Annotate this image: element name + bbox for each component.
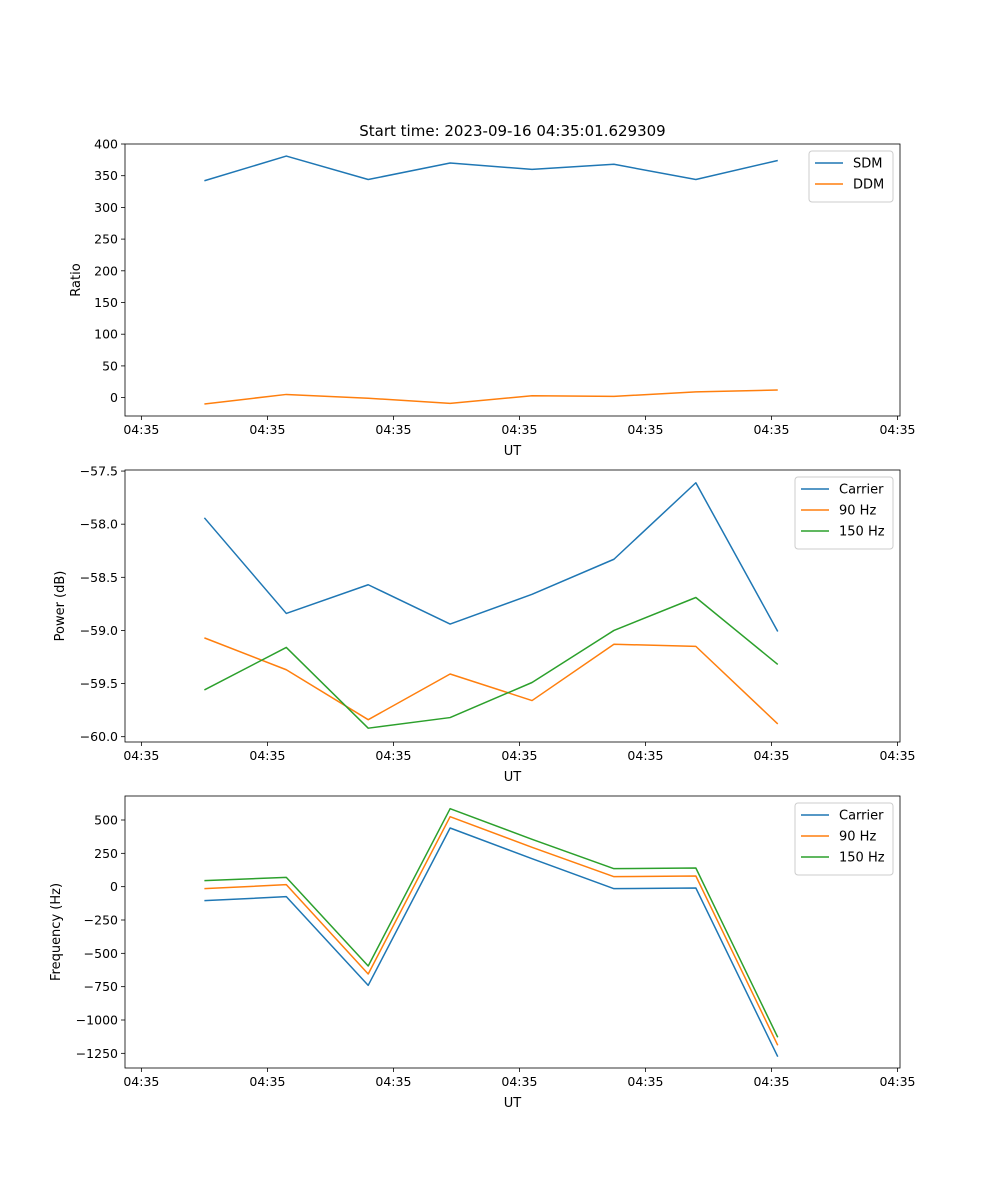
subplot-1: 04:3504:3504:3504:3504:3504:3504:3504:36… — [69, 137, 915, 460]
series-line-150-hz — [204, 596, 779, 729]
x-axis-label: UT — [504, 1096, 522, 1111]
x-tick-label: 04:35 — [249, 422, 285, 437]
x-axis-label: UT — [504, 444, 522, 459]
y-tick-label: 250 — [94, 232, 118, 247]
series-line-90-hz — [204, 815, 779, 1046]
y-axis-label: Power (dB) — [53, 571, 68, 642]
series-line-carrier — [203, 482, 779, 632]
y-tick-label: 350 — [94, 168, 118, 183]
legend-label: DDM — [853, 178, 884, 193]
x-tick-label: 04:35 — [879, 1074, 915, 1089]
y-tick-label: 0 — [110, 879, 118, 894]
legend-label: 150 Hz — [839, 851, 885, 866]
y-tick-label: 200 — [94, 263, 118, 278]
legend-label: 90 Hz — [839, 830, 876, 845]
x-tick-label: 04:35 — [249, 1074, 285, 1089]
legend-label: Carrier — [839, 483, 884, 498]
y-tick-label: 400 — [94, 137, 118, 152]
legend: Carrier 90 Hz 150 Hz — [794, 802, 894, 876]
x-tick-label: 04:35 — [123, 748, 159, 763]
x-tick-label: 04:35 — [753, 422, 789, 437]
x-tick-label: 04:35 — [627, 748, 663, 763]
x-tick-label: 04:35 — [627, 1074, 663, 1089]
series-line-carrier — [204, 827, 779, 1057]
legend-label: 90 Hz — [839, 504, 876, 519]
x-tick-label: 04:35 — [501, 1074, 537, 1089]
y-axis-label: Ratio — [69, 263, 84, 296]
y-tick-label: 100 — [94, 327, 118, 342]
x-tick-label: 04:35 — [501, 748, 537, 763]
x-tick-label: 04:35 — [879, 748, 915, 763]
y-tick-label: −750 — [84, 979, 118, 994]
y-tick-label: 150 — [94, 295, 118, 310]
legend-label: SDM — [853, 157, 882, 172]
legend-label: Carrier — [839, 809, 884, 824]
x-tick-label: 04:35 — [375, 1074, 411, 1089]
series-line-ddm — [204, 389, 778, 405]
figure-title: Start time: 2023-09-16 04:35:01.629309 — [359, 122, 665, 140]
x-tick-label: 04:35 — [375, 748, 411, 763]
x-tick-label: 04:35 — [375, 422, 411, 437]
axes-frame — [124, 143, 901, 417]
y-tick-label: 500 — [94, 813, 118, 828]
y-tick-label: −500 — [84, 946, 118, 961]
y-tick-label: −59.0 — [80, 623, 118, 638]
y-tick-label: −1250 — [76, 1046, 118, 1061]
subplot-2: 04:3504:3504:3504:3504:3504:3504:3504:36… — [53, 464, 915, 785]
x-tick-label: 04:35 — [123, 1074, 159, 1089]
axes-frame — [124, 795, 901, 1069]
y-tick-label: −1000 — [76, 1013, 118, 1028]
y-tick-label: 50 — [102, 358, 118, 373]
x-tick-label: 04:35 — [753, 748, 789, 763]
x-tick-label: 04:35 — [627, 422, 663, 437]
y-tick-label: −60.0 — [80, 729, 118, 744]
y-tick-label: −58.5 — [80, 570, 118, 585]
y-tick-label: 250 — [94, 846, 118, 861]
x-axis-label: UT — [504, 770, 522, 785]
series-line-90-hz — [204, 637, 779, 725]
y-tick-label: −250 — [84, 913, 118, 928]
legend-label: 150 Hz — [839, 525, 885, 540]
x-tick-label: 04:35 — [501, 422, 537, 437]
x-tick-label: 04:35 — [123, 422, 159, 437]
y-tick-label: −59.5 — [80, 676, 118, 691]
legend: Carrier 90 Hz 150 Hz — [794, 476, 894, 550]
legend: SDM DDM — [808, 150, 894, 203]
series-line-sdm — [204, 155, 778, 182]
x-tick-label: 04:35 — [753, 1074, 789, 1089]
y-tick-label: 0 — [110, 390, 118, 405]
x-tick-label: 04:35 — [249, 748, 285, 763]
subplot-3: 04:3504:3504:3504:3504:3504:3504:3504:36… — [49, 795, 915, 1111]
y-tick-label: −58.0 — [80, 517, 118, 532]
plots-container: 04:3504:3504:3504:3504:3504:3504:3504:36… — [49, 137, 915, 1112]
y-axis-label: Frequency (Hz) — [49, 883, 64, 981]
y-tick-label: −57.5 — [80, 464, 118, 479]
axes-frame — [124, 469, 901, 743]
x-tick-label: 04:35 — [879, 422, 915, 437]
y-tick-label: 300 — [94, 200, 118, 215]
series-line-150-hz — [204, 807, 779, 1038]
